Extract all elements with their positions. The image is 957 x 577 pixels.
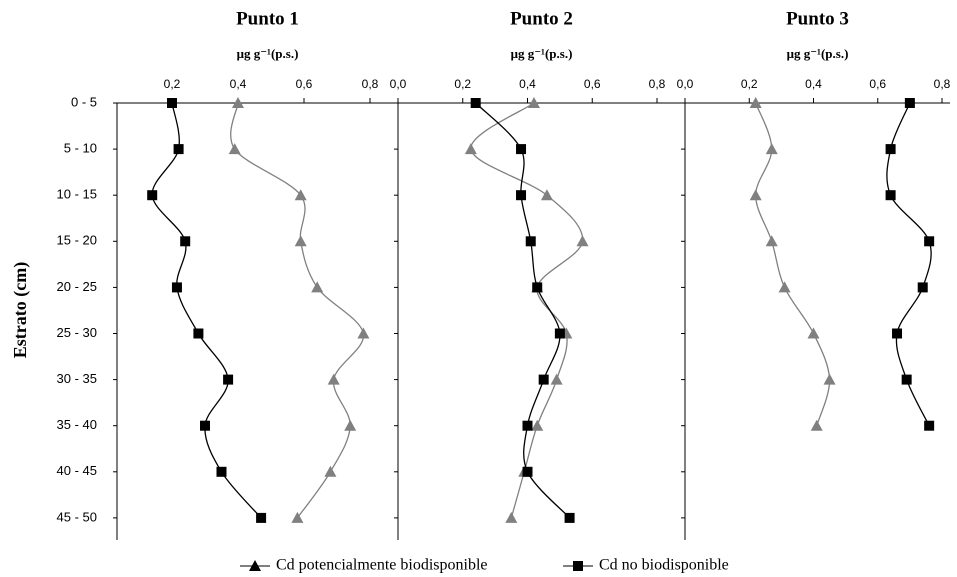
triangle-marker [294, 189, 307, 201]
series-line [475, 102, 571, 519]
x-tick-label: 0,6 [296, 77, 313, 91]
square-marker [538, 374, 549, 385]
y-tick-label: 45 - 50 [57, 509, 97, 524]
square-marker [180, 236, 191, 247]
triangle-marker [807, 327, 820, 339]
square-marker [532, 282, 543, 293]
y-tick-label: 10 - 15 [57, 187, 97, 202]
square-marker [522, 420, 533, 431]
triangle-marker [749, 189, 762, 201]
square-marker [171, 282, 182, 293]
square-marker [885, 144, 896, 155]
x-tick-label: 0,8 [934, 77, 951, 91]
square-marker [200, 420, 210, 431]
triangle-marker [531, 419, 544, 431]
triangle-marker [327, 373, 340, 385]
x-tick-label: 0,6 [869, 77, 886, 91]
x-tick-label: 0,0 [677, 77, 694, 91]
triangle-marker [311, 281, 324, 293]
x-axis-label: μg g⁻¹(p.s.) [787, 46, 849, 61]
y-tick-label: 40 - 45 [57, 463, 97, 478]
triangle-marker [540, 189, 553, 201]
square-marker [223, 374, 234, 385]
legend-marker [249, 560, 261, 571]
x-tick-label: 0,2 [164, 77, 181, 91]
x-tick-label: 0,2 [454, 77, 471, 91]
triangle-marker [749, 97, 762, 108]
legend-marker [573, 561, 583, 571]
square-marker [256, 512, 267, 523]
triangle-marker [550, 373, 563, 385]
x-tick-label: 0,4 [805, 77, 822, 91]
x-tick-label: 0,4 [230, 77, 247, 91]
square-marker [904, 98, 915, 108]
x-axis-label: μg g⁻¹(p.s.) [237, 46, 299, 61]
square-marker [892, 328, 903, 339]
triangle-marker [291, 511, 304, 523]
x-axis-label: μg g⁻¹(p.s.) [511, 46, 573, 61]
series-line [470, 102, 584, 519]
y-tick-label: 25 - 30 [57, 325, 97, 340]
y-tick-label: 15 - 20 [57, 233, 97, 248]
square-marker [885, 190, 896, 201]
triangle-marker [228, 143, 241, 155]
square-marker [924, 236, 935, 247]
triangle-marker [505, 511, 518, 523]
square-marker [554, 328, 565, 339]
series-line [151, 102, 262, 519]
triangle-marker [823, 373, 836, 385]
y-tick-label: 5 - 10 [64, 141, 97, 156]
square-marker [193, 328, 204, 339]
triangle-marker [810, 419, 823, 431]
series-line [230, 102, 365, 519]
triangle-marker [464, 143, 477, 155]
square-marker [167, 98, 177, 108]
square-marker [525, 236, 536, 247]
x-tick-label: 0,8 [362, 77, 379, 91]
square-marker [147, 190, 158, 201]
panel-title: Punto 2 [510, 8, 573, 29]
square-marker [917, 282, 928, 293]
triangle-marker [294, 235, 307, 247]
x-tick-label: 0,2 [741, 77, 758, 91]
triangle-marker [527, 97, 540, 108]
triangle-marker [357, 327, 370, 339]
square-marker [470, 98, 481, 108]
legend-label: Cd potencialmente biodisponible [276, 557, 488, 574]
square-marker [516, 144, 527, 155]
square-marker [564, 512, 575, 523]
x-tick-label: 0,6 [584, 77, 601, 91]
triangle-marker [765, 235, 778, 247]
triangle-marker [778, 281, 791, 293]
triangle-marker [232, 97, 244, 108]
x-tick-label: 0,4 [519, 77, 536, 91]
series-line [755, 102, 831, 426]
y-tick-label: 20 - 25 [57, 279, 97, 294]
x-tick-label: 0,0 [390, 77, 407, 91]
y-tick-label: 0 - 5 [71, 94, 97, 109]
triangle-marker [324, 465, 337, 477]
panel-title: Punto 1 [236, 8, 299, 29]
panel-title: Punto 3 [786, 8, 849, 29]
square-marker [522, 466, 533, 477]
y-tick-label: 35 - 40 [57, 417, 97, 432]
y-tick-label: 30 - 35 [57, 371, 97, 386]
square-marker [924, 420, 935, 431]
triangle-marker [344, 419, 357, 431]
triangle-marker [576, 235, 589, 247]
square-marker [216, 466, 227, 477]
square-marker [516, 190, 527, 201]
triangle-marker [765, 143, 778, 155]
square-marker [901, 374, 912, 385]
square-marker [173, 144, 184, 155]
y-axis-label: Estrato (cm) [10, 262, 31, 358]
x-tick-label: 0,8 [649, 77, 666, 91]
legend-label: Cd no biodisponible [599, 557, 729, 574]
